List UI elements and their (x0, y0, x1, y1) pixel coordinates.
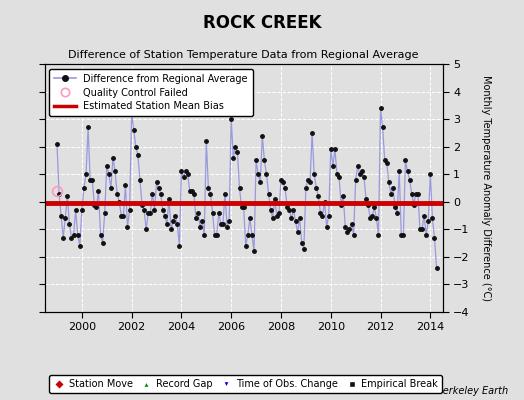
Y-axis label: Monthly Temperature Anomaly Difference (°C): Monthly Temperature Anomaly Difference (… (481, 75, 491, 301)
Text: Berkeley Earth: Berkeley Earth (436, 386, 508, 396)
Legend: Difference from Regional Average, Quality Control Failed, Estimated Station Mean: Difference from Regional Average, Qualit… (49, 69, 253, 116)
Legend: Station Move, Record Gap, Time of Obs. Change, Empirical Break: Station Move, Record Gap, Time of Obs. C… (49, 375, 442, 393)
Title: Difference of Station Temperature Data from Regional Average: Difference of Station Temperature Data f… (69, 50, 419, 60)
Text: ROCK CREEK: ROCK CREEK (203, 14, 321, 32)
